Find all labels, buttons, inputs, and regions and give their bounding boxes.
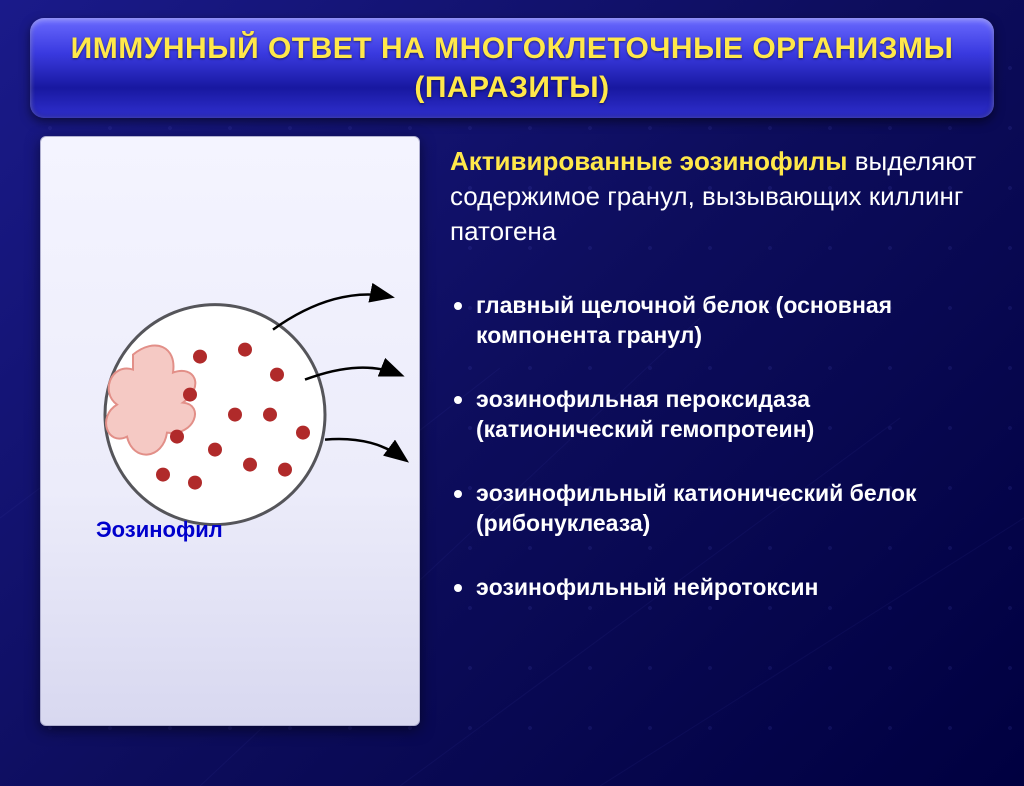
arrow: [273, 294, 390, 329]
granule: [183, 388, 197, 402]
granule: [193, 350, 207, 364]
granule: [188, 476, 202, 490]
granule: [228, 408, 242, 422]
granule: [170, 430, 184, 444]
bullet-item: эозинофильный катионический белок (рибон…: [450, 479, 988, 539]
text-column: Активированные эозинофилы выделяют содер…: [450, 136, 988, 726]
diagram-panel: Эозинофил: [40, 136, 420, 726]
slide-title-bar: ИММУННЫЙ ОТВЕТ НА МНОГОКЛЕТОЧНЫЕ ОРГАНИЗ…: [30, 18, 994, 118]
granule: [263, 408, 277, 422]
intro-paragraph: Активированные эозинофилы выделяют содер…: [450, 144, 988, 249]
granule: [208, 443, 222, 457]
content-row: Эозинофил Активированные эозинофилы выде…: [0, 118, 1024, 746]
granule: [296, 426, 310, 440]
granule: [243, 458, 257, 472]
bullet-item: эозинофильная пероксидаза (катионический…: [450, 385, 988, 445]
bullet-list: главный щелочной белок (основная компоне…: [450, 291, 988, 602]
bullet-item: эозинофильный нейротоксин: [450, 573, 988, 603]
slide-title: ИММУННЫЙ ОТВЕТ НА МНОГОКЛЕТОЧНЫЕ ОРГАНИЗ…: [50, 29, 974, 107]
intro-highlight: Активированные эозинофилы: [450, 146, 847, 176]
granule: [270, 368, 284, 382]
cell-label: Эозинофил: [96, 517, 223, 543]
arrow: [325, 439, 405, 460]
granule: [156, 468, 170, 482]
granule: [238, 343, 252, 357]
bullet-item: главный щелочной белок (основная компоне…: [450, 291, 988, 351]
granule: [278, 463, 292, 477]
